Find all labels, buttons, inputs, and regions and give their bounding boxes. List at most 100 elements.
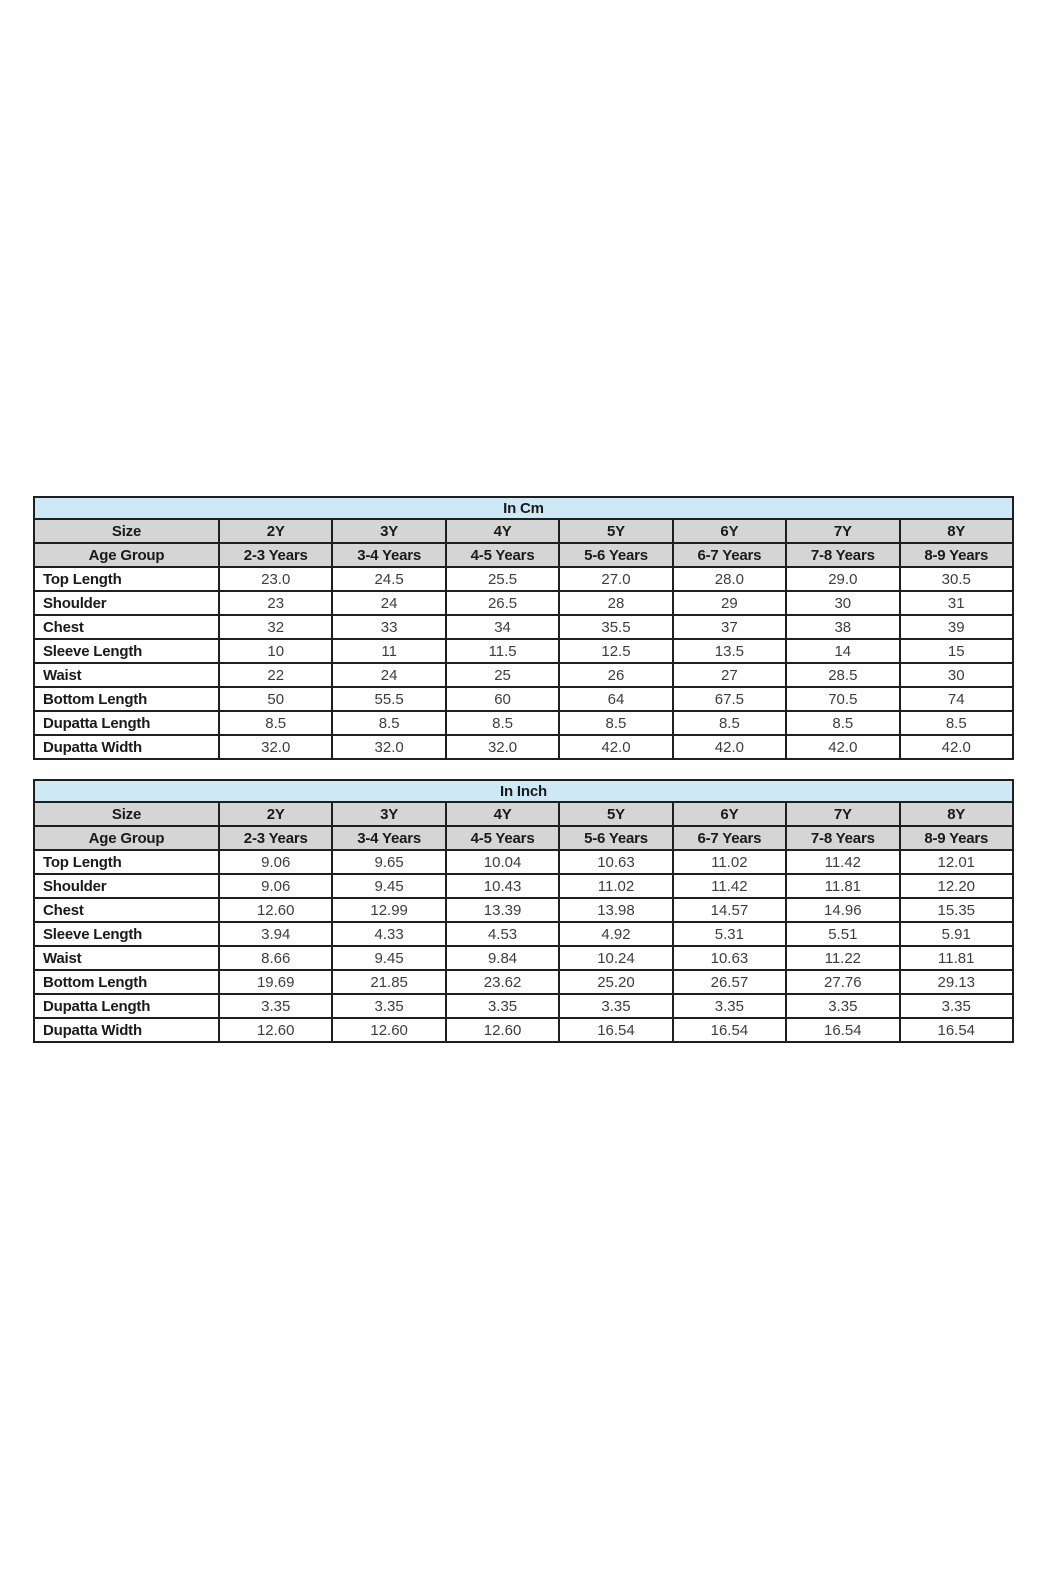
measurement-value: 12.5 [558, 638, 674, 664]
age-group-header: 6-7 Years [671, 825, 788, 851]
measurement-value: 4.53 [444, 921, 561, 947]
size-header-row: Size 2Y 3Y 4Y 5Y 6Y 7Y 8Y [33, 518, 1015, 544]
measurement-value: 26.57 [671, 969, 788, 995]
age-group-header: 8-9 Years [898, 825, 1015, 851]
measurement-row: Bottom Length 19.69 21.85 23.62 25.20 26.57 27… [33, 969, 1015, 995]
measurement-value: 28.0 [671, 566, 788, 592]
measurement-row: Sleeve Length 3.94 4.33 4.53 4.92 5.31 5.51 5.9… [33, 921, 1015, 947]
measurement-value: 14.96 [785, 897, 901, 923]
measurement-row: Top Length 23.0 24.5 25.5 27.0 28.0 29.0 30.5 [33, 566, 1015, 592]
measurement-value: 26.5 [444, 590, 561, 616]
measurement-value: 60 [444, 686, 561, 712]
measurement-value: 12.01 [898, 849, 1015, 875]
measurement-row: Shoulder 23 24 26.5 28 29 30 31 [33, 590, 1015, 616]
size-row-label: Size [33, 518, 220, 544]
size-table-block-inch: In Inch Size 2Y 3Y 4Y 5Y 6Y 7Y 8Y Age Group 2-3 Ye… [33, 779, 1015, 1043]
measurement-value: 3.35 [217, 993, 334, 1019]
age-group-header-row: Age Group 2-3 Years 3-4 Years 4-5 Years 5-6 … [33, 542, 1015, 568]
measurement-value: 26 [558, 662, 674, 688]
measurement-row: Bottom Length 50 55.5 60 64 67.5 70.5 74 [33, 686, 1015, 712]
measurement-value: 11.81 [898, 945, 1015, 971]
measurement-value: 23.62 [444, 969, 561, 995]
measurement-value: 67.5 [671, 686, 788, 712]
measurement-value: 24.5 [331, 566, 447, 592]
measurement-value: 27 [671, 662, 788, 688]
measurement-value: 16.54 [785, 1017, 901, 1043]
measurement-value: 14 [785, 638, 901, 664]
measurement-value: 24 [331, 662, 447, 688]
measurement-value: 21.85 [331, 969, 447, 995]
measurement-value: 55.5 [331, 686, 447, 712]
measurement-value: 9.45 [331, 873, 447, 899]
measurement-value: 30 [898, 662, 1015, 688]
measurement-value: 38 [785, 614, 901, 640]
measurement-value: 10.63 [671, 945, 788, 971]
measurement-value: 32.0 [217, 734, 334, 760]
size-column-header: 7Y [785, 801, 901, 827]
size-table-inch: In Inch Size 2Y 3Y 4Y 5Y 6Y 7Y 8Y Age Group 2-3 Ye… [33, 779, 1015, 1043]
measurement-value: 9.65 [331, 849, 447, 875]
measurement-value: 16.54 [898, 1017, 1015, 1043]
age-group-row-label: Age Group [33, 825, 220, 851]
measurement-value: 27.76 [785, 969, 901, 995]
measurement-value: 3.35 [671, 993, 788, 1019]
measurement-value: 3.35 [785, 993, 901, 1019]
size-column-header: 5Y [558, 518, 674, 544]
size-column-header: 2Y [217, 518, 334, 544]
measurement-row-label: Top Length [33, 849, 220, 875]
size-chart-sheet: In Cm Size 2Y 3Y 4Y 5Y 6Y 7Y 8Y Age Group 2-3 Year… [33, 496, 1015, 1043]
measurement-value: 3.35 [331, 993, 447, 1019]
measurement-value: 25.5 [444, 566, 561, 592]
measurement-value: 3.35 [558, 993, 674, 1019]
size-table-block-cm: In Cm Size 2Y 3Y 4Y 5Y 6Y 7Y 8Y Age Group 2-3 Year… [33, 496, 1015, 760]
measurement-value: 29 [671, 590, 788, 616]
size-table-cm: In Cm Size 2Y 3Y 4Y 5Y 6Y 7Y 8Y Age Group 2-3 Year… [33, 496, 1015, 760]
measurement-value: 8.5 [671, 710, 788, 736]
measurement-value: 22 [217, 662, 334, 688]
measurement-value: 8.5 [217, 710, 334, 736]
measurement-value: 29.0 [785, 566, 901, 592]
measurement-value: 5.31 [671, 921, 788, 947]
measurement-value: 32.0 [331, 734, 447, 760]
measurement-value: 27.0 [558, 566, 674, 592]
measurement-value: 11.81 [785, 873, 901, 899]
measurement-value: 34 [444, 614, 561, 640]
measurement-value: 4.33 [331, 921, 447, 947]
size-column-header: 4Y [444, 518, 561, 544]
measurement-value: 12.60 [444, 1017, 561, 1043]
measurement-value: 11.42 [785, 849, 901, 875]
measurement-value: 5.91 [898, 921, 1015, 947]
table-title-row: In Cm [33, 496, 1014, 520]
measurement-value: 50 [217, 686, 334, 712]
size-header-row: Size 2Y 3Y 4Y 5Y 6Y 7Y 8Y [33, 801, 1015, 827]
measurement-value: 25 [444, 662, 561, 688]
measurement-value: 12.20 [898, 873, 1015, 899]
measurement-value: 10.43 [444, 873, 561, 899]
measurement-value: 12.60 [217, 897, 334, 923]
size-column-header: 8Y [898, 518, 1015, 544]
measurement-value: 64 [558, 686, 674, 712]
measurement-value: 13.39 [444, 897, 561, 923]
measurement-value: 23.0 [217, 566, 334, 592]
measurement-row-label: Dupatta Length [33, 993, 220, 1019]
measurement-value: 70.5 [785, 686, 901, 712]
age-group-header-row: Age Group 2-3 Years 3-4 Years 4-5 Years 5-6 … [33, 825, 1015, 851]
measurement-value: 15.35 [898, 897, 1015, 923]
measurement-value: 16.54 [671, 1017, 788, 1043]
measurement-value: 9.84 [444, 945, 561, 971]
size-row-label: Size [33, 801, 220, 827]
measurement-value: 74 [898, 686, 1015, 712]
measurement-value: 13.98 [558, 897, 674, 923]
table-title: In Inch [33, 779, 1014, 803]
measurement-row-label: Waist [33, 945, 220, 971]
measurement-value: 8.5 [558, 710, 674, 736]
measurement-value: 32.0 [444, 734, 561, 760]
measurement-value: 30 [785, 590, 901, 616]
measurement-row: Dupatta Length 3.35 3.35 3.35 3.35 3.35 3.35 3.… [33, 993, 1015, 1019]
measurement-row: Waist 22 24 25 26 27 28.5 30 [33, 662, 1015, 688]
measurement-value: 39 [898, 614, 1015, 640]
measurement-value: 12.99 [331, 897, 447, 923]
age-group-header: 4-5 Years [444, 825, 561, 851]
measurement-value: 14.57 [671, 897, 788, 923]
measurement-row-label: Waist [33, 662, 220, 688]
